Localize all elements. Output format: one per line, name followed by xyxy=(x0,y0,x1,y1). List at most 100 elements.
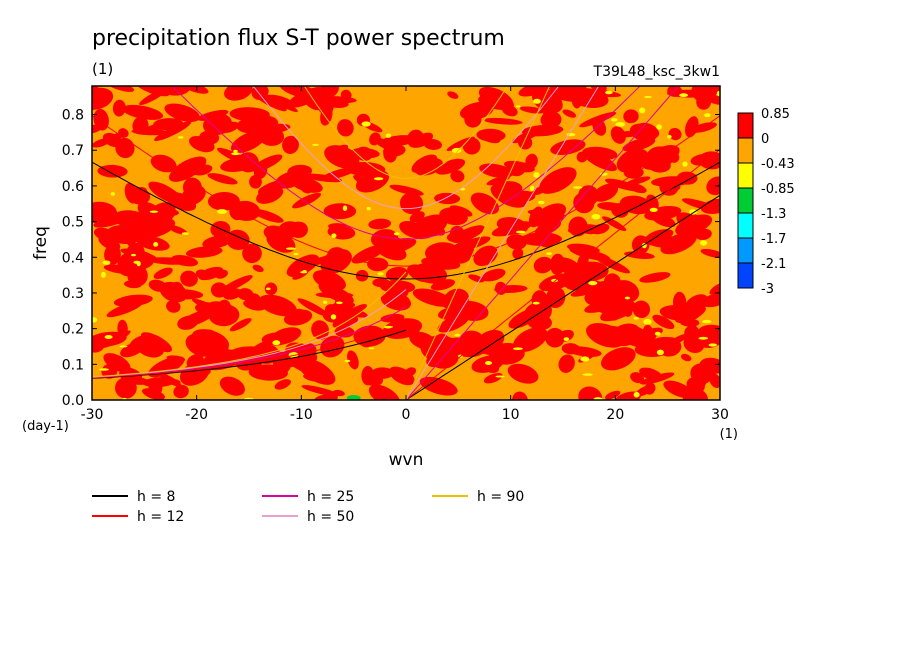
field-patch-low xyxy=(513,347,523,351)
field-patch-high xyxy=(180,270,198,287)
field-patch-low xyxy=(373,177,384,181)
field-patch-high xyxy=(444,337,484,358)
field-patch-high xyxy=(450,170,465,183)
x-axis-label: wvn xyxy=(389,450,424,470)
field-patch-high xyxy=(154,121,192,142)
field-patch-high xyxy=(314,394,338,400)
gravity-curve-0 xyxy=(92,161,720,280)
field-patch-high xyxy=(215,269,228,279)
x-tick-label: -10 xyxy=(290,407,313,423)
field-patch-high xyxy=(322,305,349,323)
field-patch-high xyxy=(125,242,145,265)
field-patch-low xyxy=(377,272,384,276)
field-patch-high xyxy=(93,212,132,228)
field-patch-high xyxy=(590,223,610,235)
chart-subtitle-left: (1) xyxy=(92,60,113,78)
kelvin-curve-1 xyxy=(405,148,720,400)
field-patch-low xyxy=(704,113,711,118)
field-patch-high xyxy=(567,346,602,357)
x-tick-label: -30 xyxy=(81,407,104,423)
field-patch-low xyxy=(233,149,238,153)
mrg-curve-4 xyxy=(92,271,407,378)
field-patch-high xyxy=(700,248,720,259)
field-patch-low xyxy=(495,375,505,378)
field-patch-high xyxy=(113,294,153,307)
power-field xyxy=(92,86,720,400)
field-patch-high xyxy=(251,154,283,172)
field-patch-high xyxy=(639,272,671,283)
field-patch-low xyxy=(533,172,540,178)
field-patch-low xyxy=(716,90,720,97)
field-patch-high xyxy=(430,279,455,291)
field-patch-high xyxy=(371,367,394,379)
field-patch-low xyxy=(286,247,296,250)
y-axis-unit: (day-1) xyxy=(22,419,69,434)
field-patch-high xyxy=(229,107,270,122)
field-patch-high xyxy=(660,308,677,319)
field-patch-high xyxy=(434,192,461,205)
y-tick-label: 0.3 xyxy=(62,286,84,302)
field-patch-high xyxy=(562,109,577,118)
field-patch-high xyxy=(300,186,311,194)
field-patch-low xyxy=(532,301,540,305)
field-patch-high xyxy=(292,192,322,209)
field-patch-high xyxy=(244,297,286,311)
field-patch-high xyxy=(610,126,626,144)
colorbar-label: -1.3 xyxy=(761,207,786,222)
field-patch-high xyxy=(220,156,259,172)
field-patch-high xyxy=(311,320,330,340)
field-patch-high xyxy=(506,234,527,250)
field-patch-high xyxy=(539,167,577,194)
y-axis-label: freq xyxy=(31,226,51,260)
field-patch-low xyxy=(368,347,374,350)
field-patch-high xyxy=(261,94,295,110)
kelvin-curve-2 xyxy=(405,86,680,400)
field-patch-high xyxy=(410,214,448,240)
field-patch-high xyxy=(449,241,475,264)
field-patch-high xyxy=(513,327,548,353)
field-patch-high xyxy=(112,99,126,117)
field-patch-low xyxy=(485,361,492,365)
field-patch-high xyxy=(481,268,506,282)
field-patch-high xyxy=(558,354,575,373)
field-patch-high xyxy=(320,105,333,126)
field-patch-high xyxy=(186,354,204,369)
field-patch-low xyxy=(644,95,652,99)
field-patch-high xyxy=(237,288,254,301)
colorbar-swatch xyxy=(737,162,754,189)
field-patch-high xyxy=(320,166,359,181)
field-patch-low xyxy=(99,368,109,371)
field-patch-high xyxy=(210,337,229,359)
field-patch-lowest xyxy=(346,395,361,400)
field-patch-low xyxy=(336,301,343,305)
field-patch-high xyxy=(550,257,579,273)
colorbar-label: -2.1 xyxy=(761,257,786,272)
field-patch-low xyxy=(102,260,111,265)
field-patch-low xyxy=(689,209,697,215)
field-patch-high xyxy=(506,162,525,177)
field-patch-low xyxy=(563,337,570,341)
field-patch-low xyxy=(383,325,394,329)
field-patch-high xyxy=(683,335,705,353)
field-patch-high xyxy=(690,375,700,384)
y-axis: 0.0 0.1 0.2 0.3 0.4 0.5 0.6 0.7 0.8 xyxy=(62,108,720,409)
field-patch-low xyxy=(92,317,98,323)
field-patch-low xyxy=(656,124,662,130)
field-patch-low xyxy=(131,253,136,257)
field-patch-low xyxy=(393,232,400,236)
field-patch-high xyxy=(644,382,656,395)
field-patch-low xyxy=(702,319,712,324)
field-patch-high xyxy=(623,166,644,179)
field-patch-low xyxy=(624,296,630,300)
field-patch-high xyxy=(517,135,533,150)
colorbar-swatch xyxy=(737,237,754,264)
field-patch-high xyxy=(610,354,635,368)
colorbar-swatch xyxy=(737,187,754,214)
field-patch-high xyxy=(139,217,176,238)
field-patch-high xyxy=(414,157,443,176)
field-patch-high xyxy=(486,175,510,186)
field-patch-low xyxy=(538,200,545,205)
field-patch-high xyxy=(549,86,589,102)
legend-label: h = 12 xyxy=(137,509,184,525)
field-patch-high xyxy=(698,151,720,170)
